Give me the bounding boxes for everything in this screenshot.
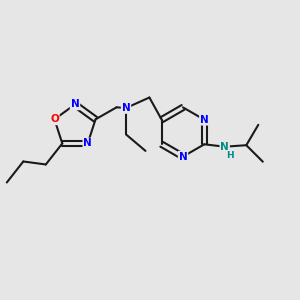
Text: H: H <box>226 151 234 160</box>
Text: N: N <box>83 139 92 148</box>
Text: N: N <box>220 142 229 152</box>
Text: N: N <box>200 115 209 125</box>
Text: N: N <box>70 99 80 110</box>
Text: N: N <box>122 103 130 113</box>
Text: N: N <box>178 152 188 162</box>
Text: O: O <box>50 114 59 124</box>
